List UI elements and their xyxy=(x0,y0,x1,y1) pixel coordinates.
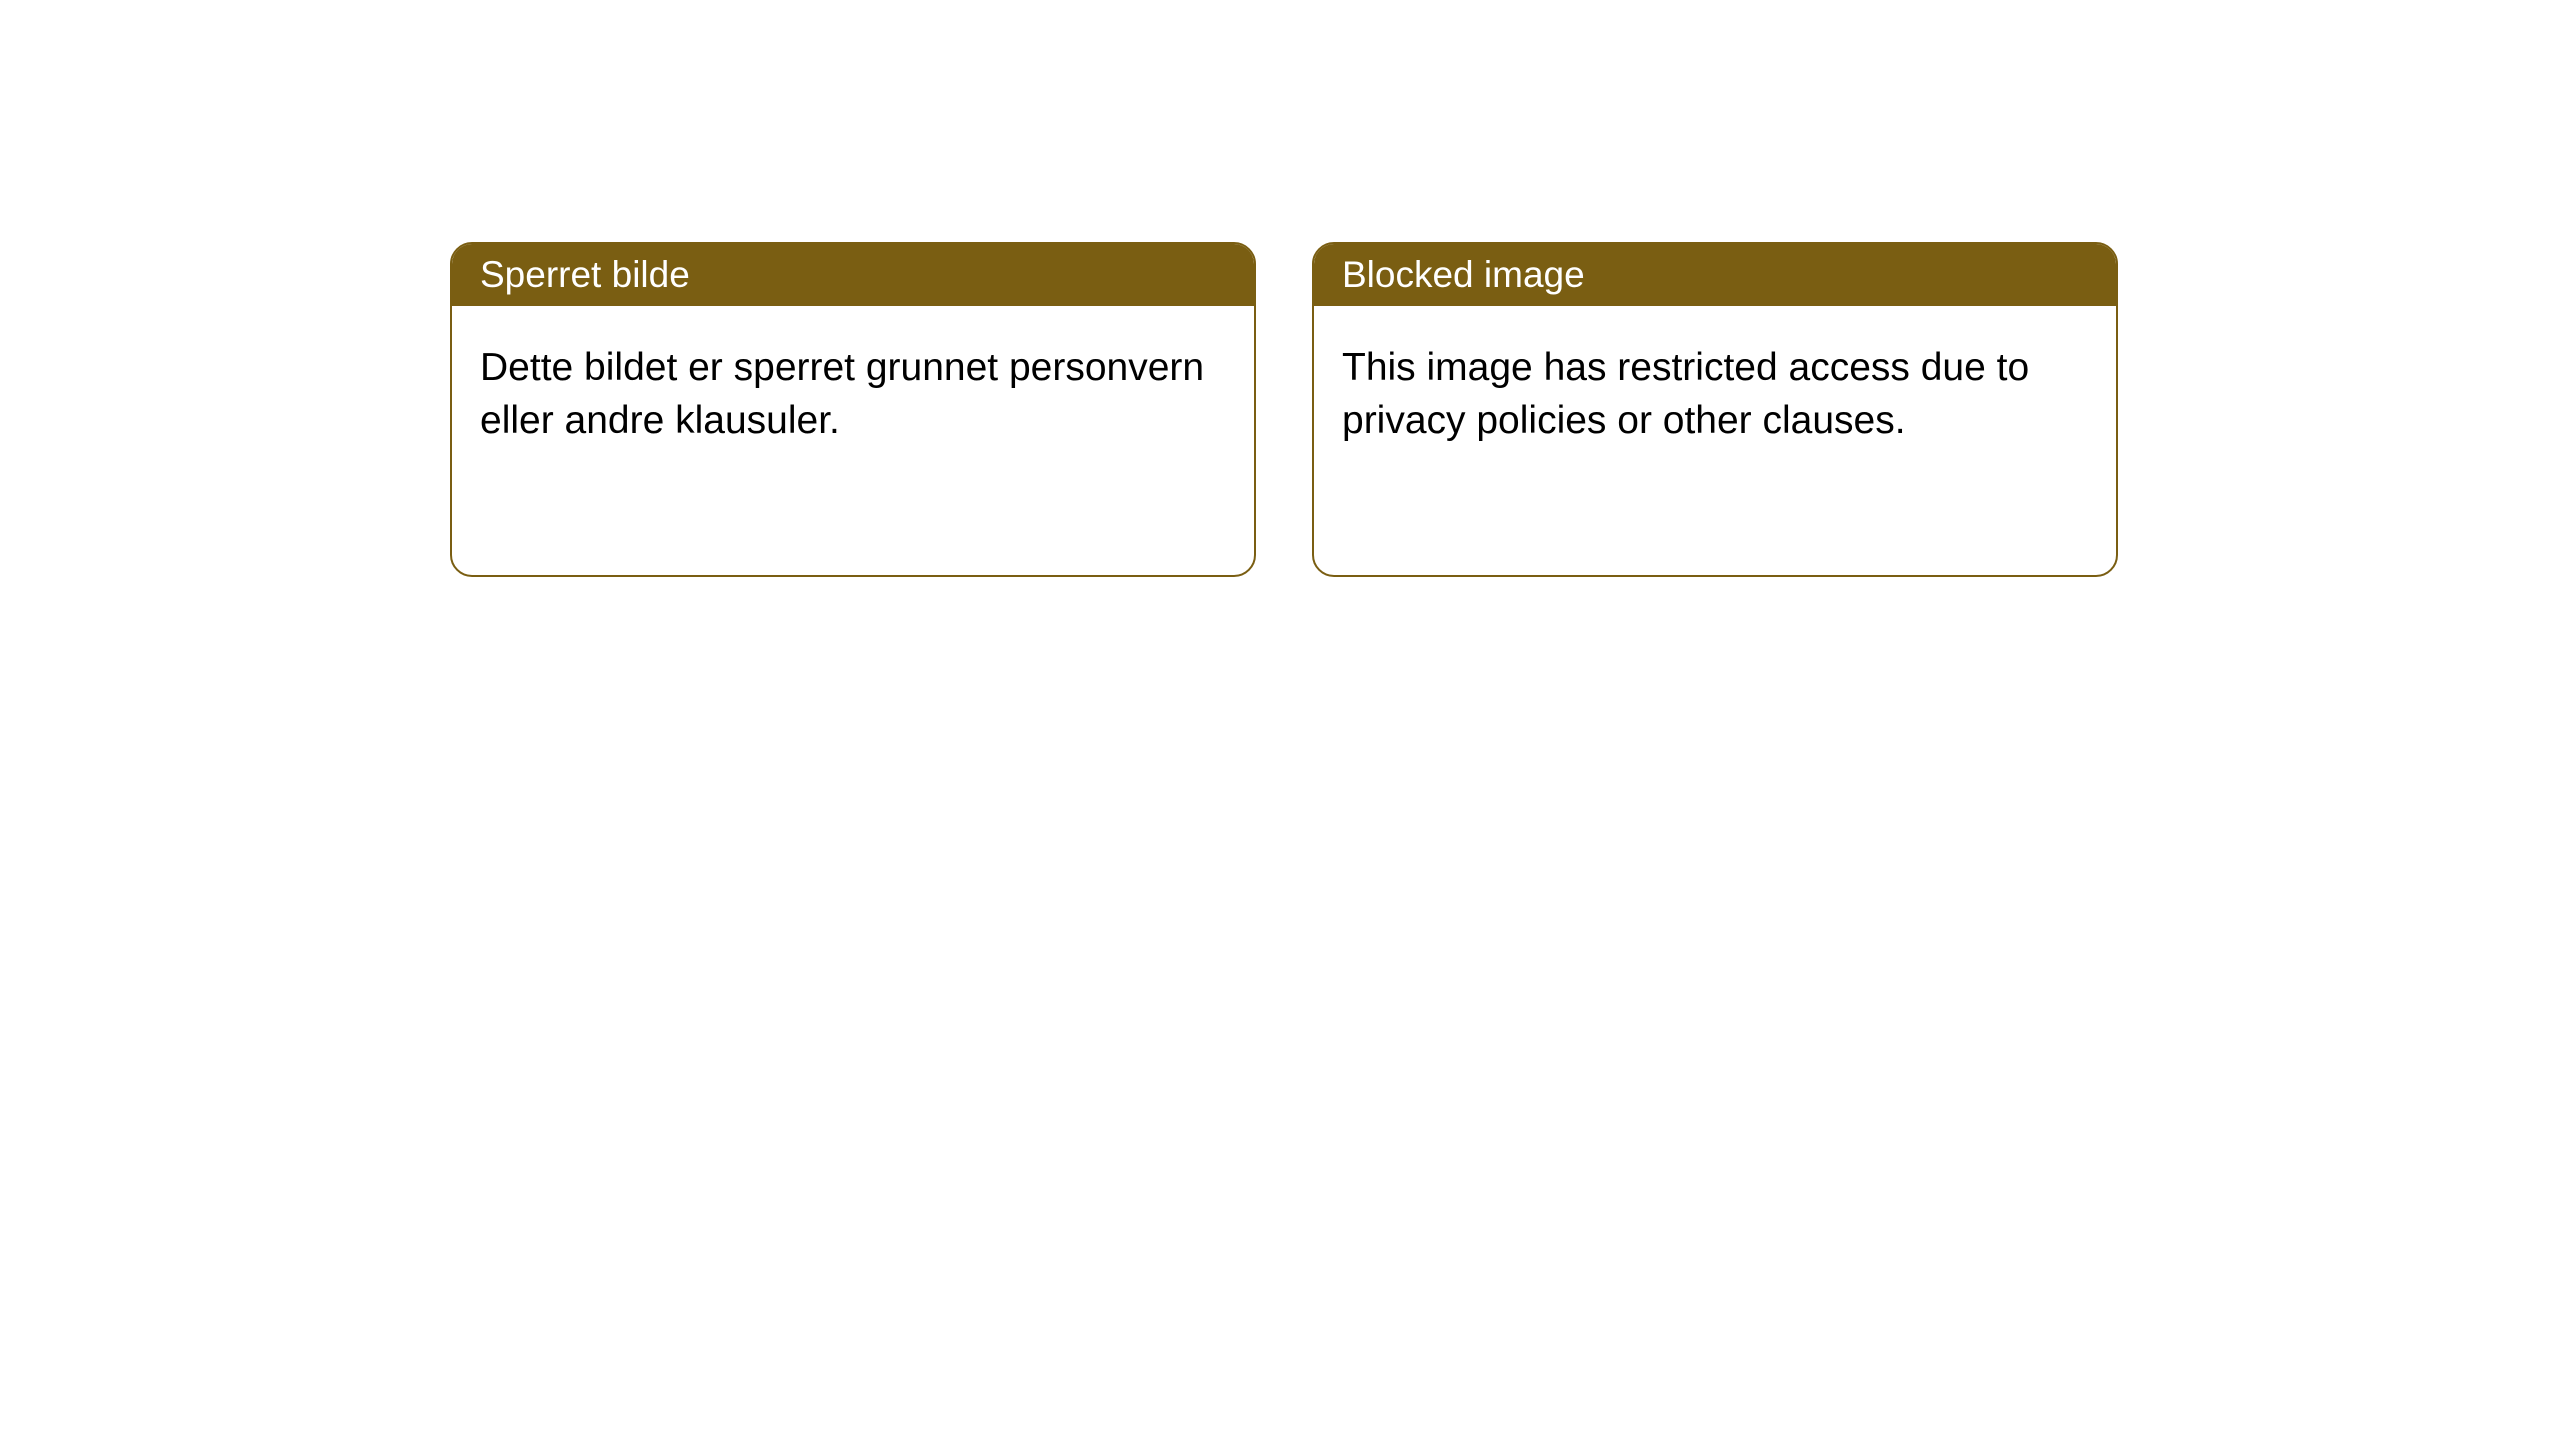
card-header-en: Blocked image xyxy=(1314,244,2116,306)
blocked-image-card-en: Blocked image This image has restricted … xyxy=(1312,242,2118,577)
card-message-en: This image has restricted access due to … xyxy=(1342,346,2029,442)
card-body-en: This image has restricted access due to … xyxy=(1314,306,2116,483)
card-header-no: Sperret bilde xyxy=(452,244,1254,306)
notice-container: Sperret bilde Dette bildet er sperret gr… xyxy=(0,0,2560,577)
card-message-no: Dette bildet er sperret grunnet personve… xyxy=(480,346,1204,442)
card-body-no: Dette bildet er sperret grunnet personve… xyxy=(452,306,1254,483)
card-title-en: Blocked image xyxy=(1342,254,1585,295)
card-title-no: Sperret bilde xyxy=(480,254,690,295)
blocked-image-card-no: Sperret bilde Dette bildet er sperret gr… xyxy=(450,242,1256,577)
